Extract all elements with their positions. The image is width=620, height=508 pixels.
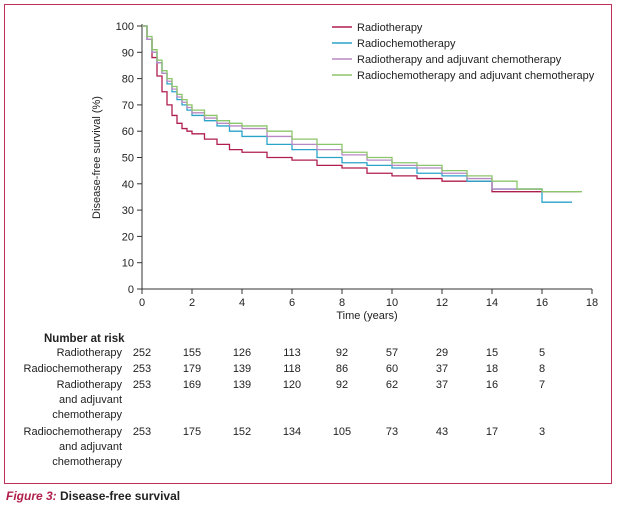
risk-value: 139	[232, 379, 252, 391]
risk-table-title: Number at risk	[44, 333, 125, 345]
x-axis-title: Time (years)	[336, 310, 397, 322]
x-tick-label: 10	[386, 297, 398, 309]
figure-frame	[4, 4, 612, 484]
risk-row-label: and adjuvant	[59, 441, 122, 453]
risk-value: 253	[132, 379, 152, 391]
risk-row-label: Radiotherapy	[56, 379, 122, 391]
risk-value: 120	[282, 379, 302, 391]
x-tick-label: 2	[189, 297, 195, 309]
risk-value: 15	[485, 347, 499, 359]
risk-value: 8	[538, 363, 546, 375]
survival-chart: 0 10 20 30 40 50 60 70 80 90 100 0 2 4 6 8 10 12 14 16 18 Tim…	[91, 21, 598, 322]
risk-value: 73	[385, 426, 399, 438]
risk-value: 139	[232, 363, 252, 375]
chart-axes: 0 10 20 30 40 50 60 70 80 90 100 0 2 4 6 8 10 12 14 16 18 Tim…	[91, 21, 598, 322]
risk-value: 3	[538, 426, 546, 438]
risk-value: 18	[485, 363, 499, 375]
y-axis-title: Disease-free survival (%)	[91, 96, 103, 219]
risk-row-label: Radiochemotherapy	[23, 426, 122, 438]
series-layer	[142, 25, 582, 203]
x-tick-label: 8	[339, 297, 345, 309]
risk-value: 92	[335, 347, 349, 359]
series-line-4	[142, 25, 582, 193]
risk-value: 169	[182, 379, 202, 391]
y-tick-label: 0	[128, 284, 134, 296]
y-tick-label: 50	[122, 153, 134, 165]
risk-value: 113	[283, 347, 301, 359]
risk-row-label: chemotherapy	[52, 456, 122, 468]
y-tick-label: 90	[122, 47, 134, 59]
risk-row-label: Radiochemotherapy	[23, 363, 122, 375]
series-line-1	[142, 25, 575, 193]
risk-value: 252	[132, 347, 152, 359]
risk-value: 37	[435, 379, 449, 391]
risk-row-label: chemotherapy	[52, 409, 122, 421]
risk-value: 179	[182, 363, 202, 375]
risk-value: 29	[435, 347, 449, 359]
y-tick-label: 60	[122, 126, 134, 138]
risk-value: 155	[182, 347, 202, 359]
y-tick-label: 10	[122, 258, 134, 270]
y-tick-label: 100	[116, 21, 134, 33]
y-tick-label: 70	[122, 100, 134, 112]
risk-value: 105	[332, 426, 352, 438]
x-tick-label: 18	[586, 297, 598, 309]
legend-entry-4: Radiochemotherapy and adjuvant chemother…	[357, 70, 595, 82]
risk-value: 253	[132, 426, 152, 438]
risk-value: 62	[385, 379, 399, 391]
risk-value: 175	[182, 426, 202, 438]
series-line-2	[142, 25, 572, 203]
x-tick-label: 0	[139, 297, 145, 309]
y-tick-label: 80	[122, 74, 134, 86]
risk-value: 134	[282, 426, 302, 438]
figure-caption-text: Disease-free survival	[56, 489, 181, 503]
risk-value: 57	[385, 347, 399, 359]
y-tick-label: 20	[122, 231, 134, 243]
figure-label: Figure 3:	[6, 489, 57, 503]
risk-value: 7	[538, 379, 546, 391]
risk-row-label: Radiotherapy	[56, 347, 122, 359]
figure-caption: Figure 3: Disease-free survival	[6, 489, 180, 503]
series-line-3	[142, 25, 580, 193]
risk-value: 92	[335, 379, 349, 391]
legend-entry-1: Radiotherapy	[357, 22, 423, 34]
legend-entry-2: Radiochemotherapy	[357, 38, 456, 50]
risk-value: 152	[232, 426, 252, 438]
x-tick-label: 16	[536, 297, 548, 309]
risk-value: 5	[538, 347, 546, 359]
x-tick-label: 6	[289, 297, 295, 309]
chart-legend: Radiotherapy Radiochemotherapy Radiotherap…	[332, 22, 595, 82]
risk-value: 86	[335, 363, 349, 375]
risk-value: 43	[435, 426, 449, 438]
y-tick-label: 40	[122, 179, 134, 191]
risk-value: 16	[485, 379, 499, 391]
legend-entry-3: Radiotherapy and adjuvant chemotherapy	[357, 54, 562, 66]
x-tick-label: 12	[436, 297, 448, 309]
risk-row-label: and adjuvant	[59, 394, 122, 406]
x-tick-label: 14	[486, 297, 498, 309]
risk-value: 126	[232, 347, 252, 359]
y-tick-label: 30	[122, 205, 134, 217]
risk-value: 118	[283, 363, 301, 375]
risk-value: 253	[132, 363, 152, 375]
risk-value: 60	[385, 363, 399, 375]
risk-value: 17	[485, 426, 499, 438]
x-tick-label: 4	[239, 297, 245, 309]
risk-value: 37	[435, 363, 449, 375]
